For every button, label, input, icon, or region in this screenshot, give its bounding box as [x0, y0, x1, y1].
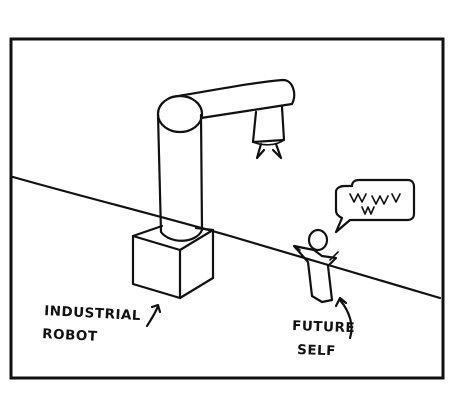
- robot-upper-arm: [170, 78, 296, 120]
- speech-bubble-outline: [334, 178, 416, 234]
- robot-wrist-bottom: [252, 139, 285, 146]
- person-label-line2: SELF: [297, 342, 336, 359]
- speech-squiggle-1: [349, 193, 401, 205]
- figure-body: [292, 244, 338, 304]
- industrial-robot: [131, 78, 296, 300]
- robot-label-line2: ROBOT: [42, 326, 98, 345]
- self-arrow: [334, 296, 353, 340]
- robot-column: [156, 113, 204, 242]
- figure-head: [307, 228, 329, 252]
- floor-line: [11, 175, 442, 300]
- robot-base-side: [178, 228, 215, 300]
- speech-squiggle-2: [361, 206, 375, 215]
- panel-border: [9, 37, 445, 380]
- robot-label-line1: INDUSTRIAL: [44, 303, 142, 324]
- robot-arrow: [145, 303, 162, 328]
- speech-bubble: [334, 178, 416, 234]
- robot-wrist: [251, 105, 286, 144]
- figure-arm: [293, 245, 339, 261]
- robot-base-top: [131, 224, 215, 238]
- future-self-figure: [292, 228, 339, 304]
- robot-gripper: [255, 142, 283, 160]
- person-label-line1: FUTURE: [292, 318, 356, 336]
